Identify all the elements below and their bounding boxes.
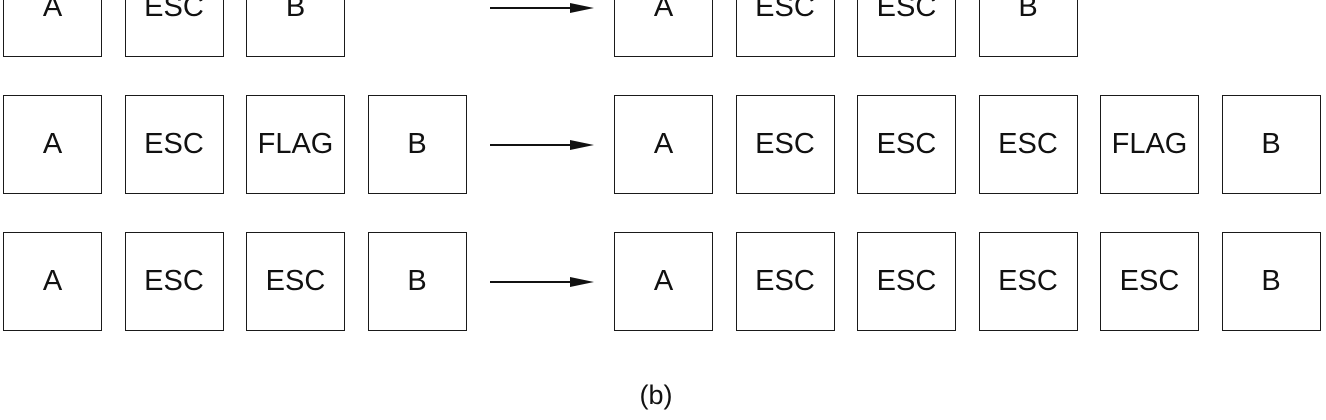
input-frame-byte: B [367,232,467,331]
output-frame-byte: ESC [1100,232,1199,331]
output-frame-byte: ESC [857,95,956,194]
output-frame-byte: A [614,232,713,331]
output-frame-byte: A [614,0,713,57]
input-frame-byte: A [3,95,102,194]
transform-arrow-icon [490,139,594,150]
output-frame-byte: FLAG [1100,95,1199,194]
output-frame-byte: B [1221,232,1321,331]
output-frame-byte: B [1221,95,1321,194]
input-frame-byte: B [367,95,467,194]
output-frame-byte: B [978,0,1078,57]
transform-arrow-icon [490,2,594,13]
input-frame-byte: FLAG [246,95,345,194]
input-frame-byte: ESC [124,232,224,331]
figure-caption: (b) [639,380,673,410]
output-frame-byte: ESC [735,232,835,331]
output-frame-byte: ESC [857,232,956,331]
input-frame-byte: ESC [124,0,224,57]
output-frame-byte: ESC [857,0,956,57]
input-frame-byte: A [3,232,102,331]
input-frame-byte: ESC [124,95,224,194]
output-frame-byte: A [614,95,713,194]
input-frame-byte: B [246,0,345,57]
input-frame-byte: A [3,0,102,57]
output-frame-byte: ESC [978,95,1078,194]
input-frame-byte: ESC [246,232,345,331]
output-frame-byte: ESC [735,0,835,57]
transform-arrow-icon [490,276,594,287]
output-frame-byte: ESC [978,232,1078,331]
output-frame-byte: ESC [735,95,835,194]
